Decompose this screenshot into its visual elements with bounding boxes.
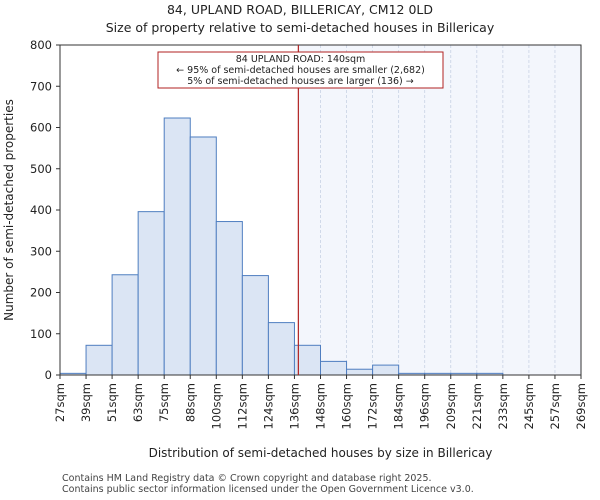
y-tick-label-400: 400 bbox=[30, 203, 52, 217]
bar-88sqm bbox=[189, 136, 217, 376]
x-tick-label-233sqm: 233sqm bbox=[496, 383, 510, 429]
x-tick-label-124sqm: 124sqm bbox=[261, 383, 275, 429]
y-tick-label-200: 200 bbox=[30, 286, 52, 300]
y-tick-label-700: 700 bbox=[30, 79, 52, 93]
x-tick-label-257sqm: 257sqm bbox=[548, 383, 562, 429]
x-tick-label-51sqm: 51sqm bbox=[105, 383, 119, 422]
bar-51sqm bbox=[111, 274, 139, 376]
y-tick-label-500: 500 bbox=[30, 162, 52, 176]
histogram-chart: 0 100 200 300 400 500 600 700 800 27sqm 39sqm 51sqm… bbox=[2, 38, 588, 460]
x-tick-label-148sqm: 148sqm bbox=[314, 383, 328, 429]
x-tick-label-63sqm: 63sqm bbox=[131, 383, 145, 422]
footer-licence: Contains public sector information licen… bbox=[62, 484, 474, 495]
x-tick-label-100sqm: 100sqm bbox=[209, 383, 223, 429]
annotation-line-3: 5% of semi-detached houses are larger (1… bbox=[187, 76, 414, 87]
annotation-line-2: ← 95% of semi-detached houses are smalle… bbox=[176, 65, 425, 76]
bar-160sqm bbox=[346, 368, 374, 376]
annotation-box bbox=[157, 51, 444, 89]
bar-39sqm bbox=[85, 344, 113, 376]
bar-75sqm bbox=[163, 117, 191, 376]
footer-copyright: Contains HM Land Registry data © Crown c… bbox=[62, 473, 432, 484]
x-tick-label-136sqm: 136sqm bbox=[287, 383, 301, 429]
x-tick-label-88sqm: 88sqm bbox=[183, 383, 197, 422]
bar-124sqm bbox=[267, 322, 295, 376]
y-tick-label-800: 800 bbox=[30, 38, 52, 52]
x-tick-label-160sqm: 160sqm bbox=[340, 383, 354, 429]
x-tick-label-39sqm: 39sqm bbox=[79, 383, 93, 422]
highlight-region bbox=[298, 45, 581, 375]
x-axis-label: Distribution of semi-detached houses by … bbox=[149, 446, 493, 460]
chart-subtitle: Size of property relative to semi-detach… bbox=[105, 20, 495, 35]
bar-100sqm bbox=[215, 221, 243, 376]
x-tick-label-196sqm: 196sqm bbox=[418, 383, 432, 429]
x-tick-label-184sqm: 184sqm bbox=[392, 383, 406, 429]
y-tick-label-100: 100 bbox=[30, 327, 52, 341]
bar-112sqm bbox=[241, 275, 269, 376]
y-tick-label-300: 300 bbox=[30, 244, 52, 258]
x-tick-label-209sqm: 209sqm bbox=[444, 383, 458, 429]
x-tick-label-27sqm: 27sqm bbox=[53, 383, 67, 422]
x-tick-label-112sqm: 112sqm bbox=[235, 383, 249, 429]
y-axis-label: Number of semi-detached properties bbox=[2, 99, 16, 321]
x-tick-label-269sqm: 269sqm bbox=[574, 383, 588, 429]
bar-148sqm bbox=[320, 360, 348, 376]
x-tick-label-172sqm: 172sqm bbox=[366, 383, 380, 429]
y-tick-label-0: 0 bbox=[45, 368, 52, 382]
x-tick-label-75sqm: 75sqm bbox=[157, 383, 171, 422]
x-tick-label-221sqm: 221sqm bbox=[470, 383, 484, 429]
x-tick-label-245sqm: 245sqm bbox=[522, 383, 536, 429]
bar-63sqm bbox=[137, 211, 165, 376]
bar-172sqm bbox=[372, 364, 400, 376]
chart-title: 84, UPLAND ROAD, BILLERICAY, CM12 0LD bbox=[166, 2, 433, 17]
y-tick-label-600: 600 bbox=[30, 121, 52, 135]
annotation-line-1: 84 UPLAND ROAD: 140sqm bbox=[236, 54, 366, 65]
